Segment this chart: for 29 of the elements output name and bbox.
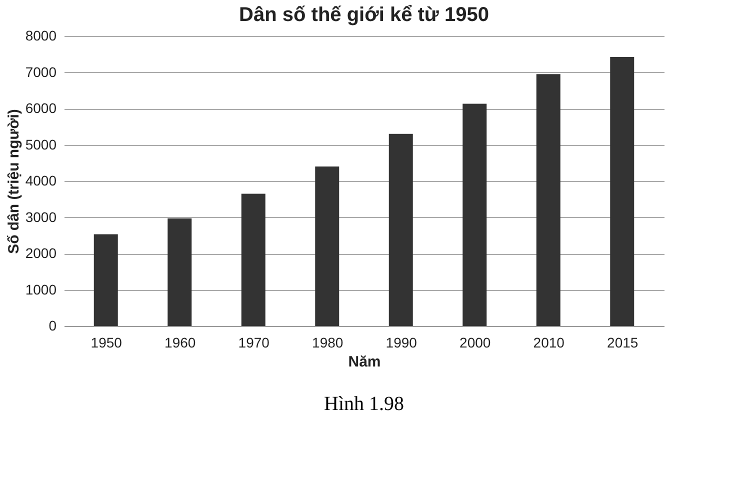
bar [536, 74, 560, 326]
y-tick-label: 6000 [25, 100, 57, 116]
text: Hình 1.98 [324, 393, 404, 415]
y-axis-title: Số dân (triệu người) [5, 109, 22, 254]
x-tick-label: 1980 [312, 334, 344, 350]
x-tick-label: 2010 [533, 334, 565, 350]
x-tick-label: 1970 [238, 334, 270, 350]
y-tick-label: 4000 [25, 172, 57, 188]
x-axis-title: Năm [348, 354, 381, 370]
chart-title: Dân số thế giới kể từ 1950 [239, 4, 489, 26]
bar [315, 166, 340, 326]
x-tick-label: 1990 [386, 334, 418, 350]
bar [94, 234, 118, 326]
y-tick-label: 8000 [25, 28, 57, 44]
bar [168, 218, 192, 326]
x-tick-label: 2000 [460, 334, 491, 350]
x-tick-label: 2015 [607, 334, 638, 350]
x-tick-label: 1960 [164, 334, 196, 350]
y-tick-label: 1000 [25, 281, 57, 298]
y-tick-label: 2000 [25, 245, 57, 261]
y-tick-label: 7000 [25, 64, 57, 80]
y-tick-label: 0 [48, 318, 57, 334]
bar [388, 134, 413, 326]
bar [610, 57, 634, 326]
x-tick-label: 1950 [90, 334, 122, 350]
y-tick-label: 5000 [25, 136, 57, 152]
bar [241, 194, 266, 326]
bar [462, 104, 487, 326]
y-tick-label: 3000 [25, 208, 57, 225]
